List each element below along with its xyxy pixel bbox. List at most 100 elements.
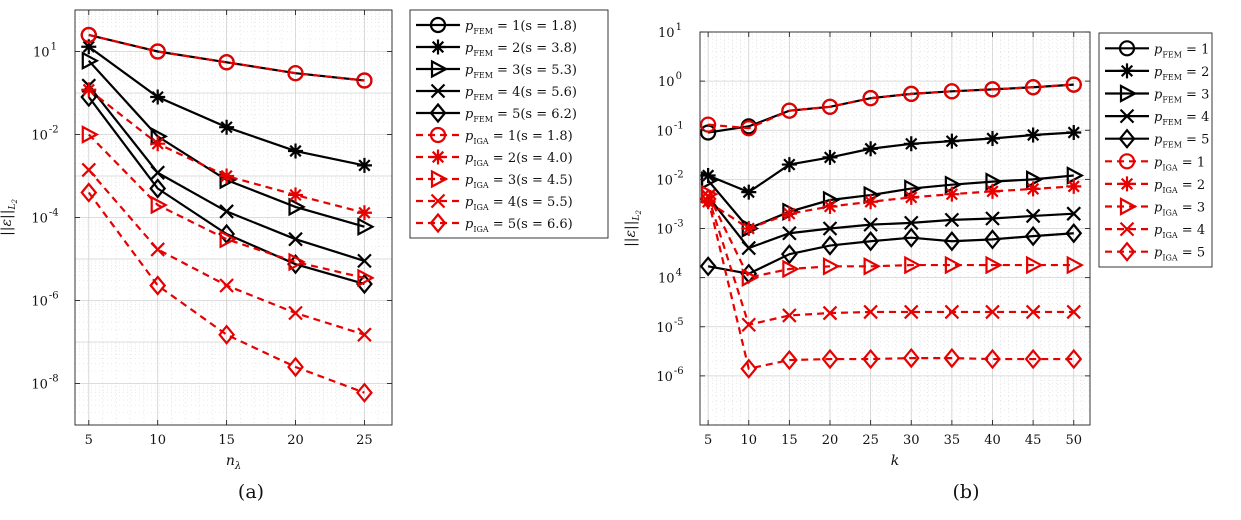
data-point bbox=[288, 143, 304, 159]
legend-label: pIGA = 5 bbox=[1154, 246, 1205, 263]
data-point bbox=[863, 194, 879, 210]
data-point bbox=[219, 168, 235, 184]
x-tick-label: 15 bbox=[218, 433, 235, 448]
y-tick-label: 100 bbox=[658, 71, 682, 90]
legend-subscript: FEM bbox=[1162, 73, 1182, 82]
legend-symbol: p bbox=[1154, 42, 1163, 57]
legend-symbol: p bbox=[1154, 65, 1163, 80]
data-point bbox=[149, 275, 167, 296]
legend-symbol: p bbox=[1154, 155, 1163, 170]
legend-label: pIGA = 3(s = 4.5) bbox=[465, 173, 573, 190]
legend-label: pIGA = 2(s = 4.0) bbox=[465, 151, 573, 168]
tick-exponent: 4 bbox=[676, 268, 682, 279]
legend-subscript: FEM bbox=[473, 71, 493, 80]
legend-item: pIGA = 2(s = 4.0) bbox=[416, 149, 573, 168]
data-point bbox=[862, 231, 880, 252]
chart-panel-0: 5 10 15 20 2510-810-610-410-2101nλ||ε||L2pFE… bbox=[0, 9, 609, 472]
data-point bbox=[944, 255, 963, 275]
legend-subscript: IGA bbox=[1162, 163, 1178, 172]
data-point bbox=[904, 255, 922, 275]
tick-base: 10 bbox=[658, 272, 675, 287]
series-iga-2 bbox=[81, 82, 372, 221]
data-point bbox=[1025, 181, 1041, 197]
tick-base: 10 bbox=[656, 173, 673, 188]
data-point bbox=[219, 278, 234, 293]
legend-marker bbox=[1119, 63, 1135, 79]
x-tick-label: 40 bbox=[984, 433, 1001, 448]
legend-subscript: FEM bbox=[1162, 141, 1182, 150]
y-tick-label: 10-3 bbox=[656, 219, 683, 238]
data-point bbox=[1025, 208, 1041, 224]
legend-label: pIGA = 4 bbox=[1154, 223, 1205, 240]
tick-base: 10 bbox=[656, 321, 673, 336]
data-point bbox=[902, 227, 920, 248]
legend-subscript: FEM bbox=[1162, 50, 1182, 59]
x-tick-label: 35 bbox=[944, 433, 961, 448]
data-point bbox=[782, 259, 800, 279]
data-point bbox=[1024, 348, 1042, 370]
norm-bars: || bbox=[623, 221, 639, 230]
series-line bbox=[707, 232, 1074, 275]
series-fem-2 bbox=[81, 39, 372, 173]
data-point bbox=[741, 184, 757, 200]
chart-panel-1: 5 10 15 20 25 30 35 40 45 5010-610-510410-310-210… bbox=[623, 22, 1213, 469]
data-point bbox=[288, 252, 306, 272]
x-tick-label: 20 bbox=[287, 433, 304, 448]
norm-symbol: ε bbox=[623, 230, 639, 238]
legend-symbol: p bbox=[465, 151, 474, 166]
legend-label: pFEM = 5(s = 6.2) bbox=[465, 107, 577, 124]
legend: pFEM = 1(s = 1.8)pFEM = 2(s = 3.8)pFEM =… bbox=[409, 9, 609, 239]
legend-symbol: p bbox=[465, 85, 474, 100]
data-point bbox=[287, 356, 304, 378]
legend-label: pFEM = 1(s = 1.8) bbox=[465, 19, 577, 36]
legend-item: pIGA = 5 bbox=[1105, 241, 1205, 263]
legend-subscript: IGA bbox=[1162, 231, 1178, 240]
data-point bbox=[357, 268, 375, 288]
data-point bbox=[1066, 206, 1082, 221]
data-point bbox=[356, 157, 372, 173]
legend-item: pFEM = 2(s = 3.8) bbox=[416, 39, 577, 58]
data-point bbox=[821, 348, 839, 370]
tick-base: 10 bbox=[658, 26, 675, 41]
data-point bbox=[822, 221, 838, 236]
legend-symbol: p bbox=[465, 217, 474, 232]
data-point bbox=[822, 199, 838, 215]
x-tick-label: 10 bbox=[149, 433, 166, 448]
data-point bbox=[80, 182, 98, 203]
tick-base: 10 bbox=[658, 75, 675, 90]
data-point bbox=[943, 231, 961, 252]
legend-value: = 2(s = 4.0) bbox=[489, 151, 573, 166]
tick-exponent: -2 bbox=[674, 169, 684, 180]
y-tick-label: 10-2 bbox=[656, 169, 683, 188]
series-line bbox=[87, 191, 365, 394]
y-tick-label: 10-6 bbox=[656, 366, 683, 385]
x-label-base: n bbox=[226, 453, 235, 469]
legend-item: pFEM = 2 bbox=[1105, 63, 1209, 82]
legend-label: pIGA = 2 bbox=[1154, 178, 1205, 195]
legend-subscript: IGA bbox=[1162, 254, 1178, 263]
data-point bbox=[781, 206, 797, 222]
tick-base: 10 bbox=[656, 370, 673, 385]
data-point bbox=[81, 125, 100, 144]
series-iga-5 bbox=[699, 188, 1083, 379]
legend-item: pFEM = 5(s = 6.2) bbox=[416, 102, 577, 124]
panel-a-caption: (a) bbox=[238, 481, 264, 503]
series-fem-2 bbox=[700, 124, 1082, 200]
legend-marker bbox=[1118, 241, 1136, 262]
norm-bars: || bbox=[0, 210, 15, 219]
y-axis-label: ||ε||L2 bbox=[623, 210, 643, 247]
x-tick-label: 5 bbox=[704, 433, 712, 448]
data-point bbox=[985, 211, 1000, 226]
data-point bbox=[150, 242, 165, 257]
legend-marker bbox=[1118, 128, 1136, 149]
x-tick-label: 15 bbox=[781, 433, 798, 448]
legend-marker bbox=[1119, 221, 1135, 237]
legend-subscript: FEM bbox=[1162, 96, 1182, 105]
legend-value: = 4 bbox=[1178, 223, 1205, 238]
legend-subscript: FEM bbox=[473, 27, 493, 36]
series-iga-1 bbox=[700, 76, 1082, 137]
tick-base: 10 bbox=[656, 223, 673, 238]
legend-label: pFEM = 3(s = 5.3) bbox=[465, 63, 577, 80]
tick-base: 10 bbox=[31, 129, 48, 144]
data-point bbox=[81, 82, 97, 98]
